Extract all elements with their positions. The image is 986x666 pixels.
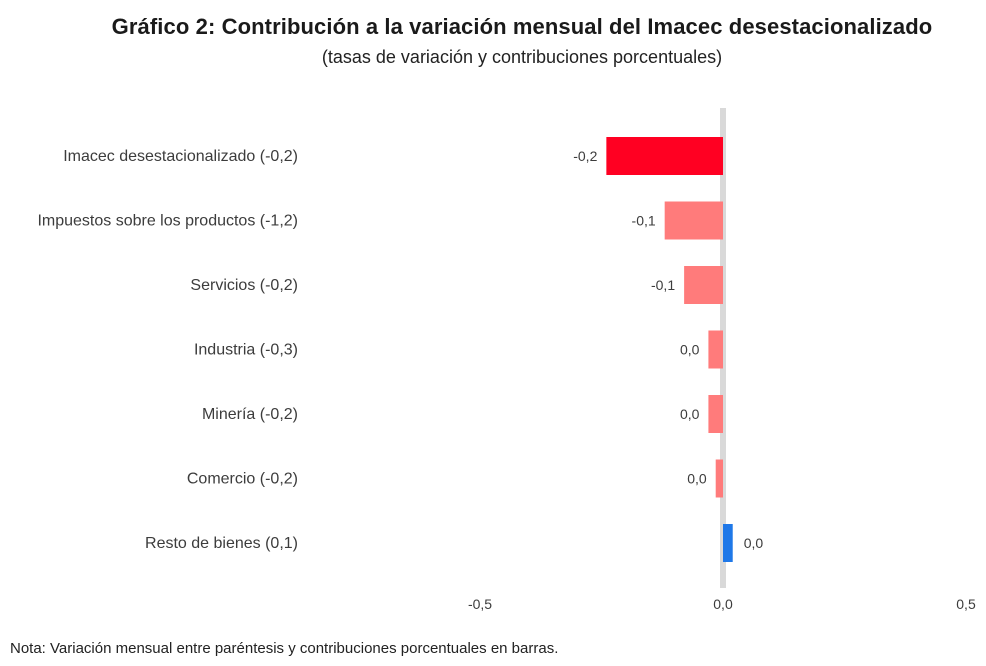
bar bbox=[684, 266, 723, 304]
category-label: Industria (-0,3) bbox=[194, 342, 298, 359]
x-tick-label: 0,5 bbox=[956, 596, 976, 612]
chart-subtitle: (tasas de variación y contribuciones por… bbox=[321, 47, 723, 67]
x-tick-label: 0,0 bbox=[713, 596, 733, 612]
bar bbox=[708, 395, 723, 433]
category-label: Minería (-0,2) bbox=[202, 406, 298, 423]
bar bbox=[664, 201, 723, 240]
category-label: Comercio (-0,2) bbox=[187, 471, 298, 488]
bar bbox=[708, 330, 723, 369]
data-label: -0,1 bbox=[651, 277, 675, 293]
category-label: Imacec desestacionalizado (-0,2) bbox=[63, 148, 298, 165]
category-label: Servicios (-0,2) bbox=[190, 277, 298, 294]
category-label: Resto de bienes (0,1) bbox=[145, 535, 298, 552]
data-label: -0,1 bbox=[632, 213, 656, 229]
data-label: 0,0 bbox=[687, 471, 707, 487]
category-label: Impuestos sobre los productos (-1,2) bbox=[37, 213, 298, 230]
data-label: 0,0 bbox=[680, 406, 700, 422]
data-label: 0,0 bbox=[744, 535, 764, 551]
data-label: 0,0 bbox=[680, 342, 700, 358]
bar bbox=[715, 459, 723, 498]
bar bbox=[606, 137, 723, 175]
footnote: Nota: Variación mensual entre paréntesis… bbox=[10, 640, 559, 657]
bar bbox=[723, 524, 733, 562]
bar-chart: Imacec desestacionalizado (-0,2) -0,2 Impu… bbox=[37, 108, 976, 612]
chart-title: Gráfico 2: Contribución a la variación m… bbox=[111, 14, 933, 39]
data-label: -0,2 bbox=[573, 148, 597, 164]
x-tick-label: -0,5 bbox=[468, 596, 492, 612]
